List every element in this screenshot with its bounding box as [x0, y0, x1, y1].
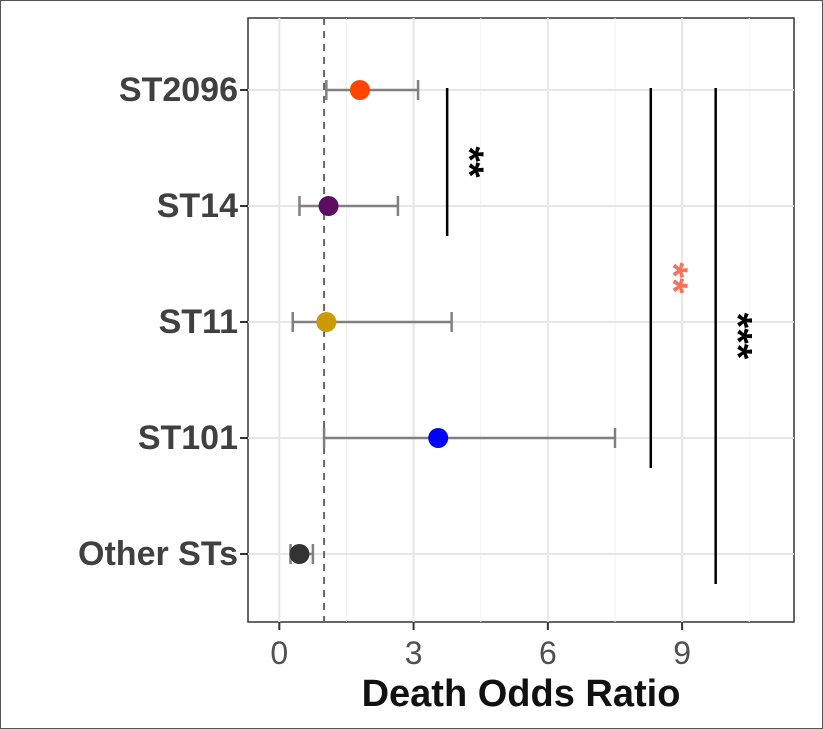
y-axis-ticks: ST2096 ST14 ST11 ST101 Other STs [78, 71, 248, 573]
y-tick-label: ST101 [138, 419, 238, 457]
y-tick-label: ST11 [159, 303, 238, 341]
x-tick-label: 0 [270, 635, 288, 671]
point-other-sts [289, 544, 310, 564]
point-st14 [318, 196, 339, 216]
x-axis-label: Death Odds Ratio [362, 673, 681, 715]
point-st2096 [349, 80, 370, 100]
significance-stars: ** [651, 262, 695, 294]
significance-brackets: ******* [445, 88, 760, 584]
x-tick-label: 3 [405, 635, 423, 671]
data-points [289, 80, 449, 564]
plot-panel [247, 17, 795, 623]
point-st101 [428, 428, 449, 448]
x-tick-label: 9 [673, 635, 691, 671]
y-tick-label: Other STs [78, 535, 238, 573]
y-tick-label: ST14 [157, 187, 238, 225]
point-st11 [316, 312, 337, 332]
significance-stars: *** [716, 313, 760, 360]
significance-stars: ** [447, 146, 491, 178]
x-axis-ticks: 0 3 6 9 [270, 622, 691, 671]
x-tick-label: 6 [539, 635, 557, 671]
y-tick-label: ST2096 [119, 71, 238, 109]
